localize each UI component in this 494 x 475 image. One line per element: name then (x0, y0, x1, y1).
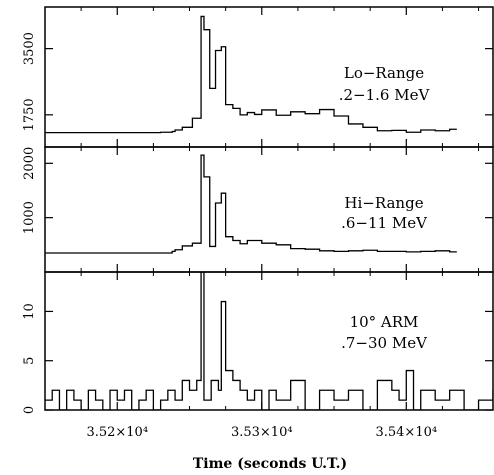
panel-annotation: 10° ARM (350, 313, 419, 331)
panel-annotation: .7−30 MeV (341, 334, 428, 352)
y-tick-label: 1750 (22, 98, 37, 131)
y-tick-label: 3500 (22, 32, 37, 65)
panel-hi-range: 1000 2000 Hi−Range .6−11 MeV (22, 146, 494, 273)
x-tick-label: 3.52×10⁴ (86, 425, 148, 440)
y-tick-label: 2000 (22, 147, 37, 180)
panel-annotation: Lo−Range (344, 64, 424, 82)
series-line-arm (45, 272, 493, 410)
panel-lo-range: 1750 3500 Lo−Range .2−1.6 MeV (22, 6, 494, 148)
panel-annotation: .6−11 MeV (341, 214, 428, 232)
panel-arm: 0 5 10 10° ARM .7−30 MeV (22, 271, 494, 414)
panel-annotation: .2−1.6 MeV (339, 86, 431, 104)
y-tick-label: 0 (22, 406, 37, 414)
series-line-hi-range (45, 154, 457, 254)
y-tick-label: 1000 (22, 201, 37, 234)
x-axis-label: Time (seconds U.T.) (193, 456, 347, 472)
panel-frame (44, 6, 494, 148)
panel-annotation: Hi−Range (344, 194, 423, 212)
y-tick-label: 5 (22, 357, 37, 365)
y-tick-label: 10 (22, 303, 37, 320)
x-tick-label: 3.53×10⁴ (231, 425, 293, 440)
x-tick-label: 3.54×10⁴ (375, 425, 437, 440)
series-line-lo-range (45, 15, 457, 134)
